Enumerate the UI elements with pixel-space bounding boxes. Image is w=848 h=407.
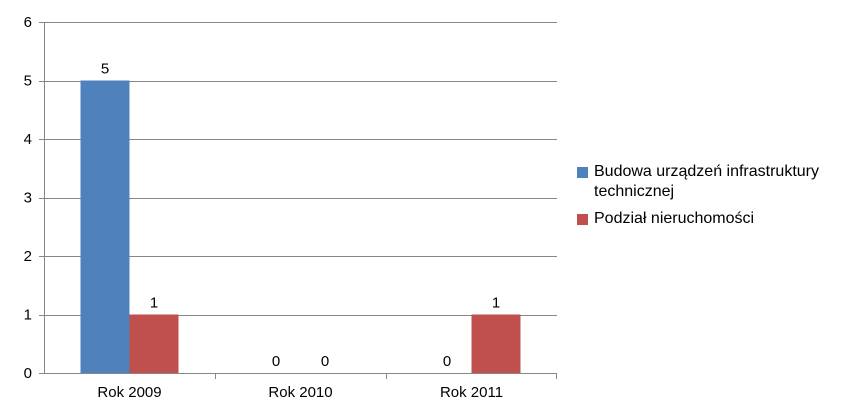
legend-swatch-1 [577,214,588,225]
y-tick-label-5: 5 [24,73,32,90]
data-label-0-0: 5 [101,61,109,78]
data-label-1-0: 1 [150,295,158,312]
y-tick-label-1: 1 [24,307,32,324]
x-tick-label-1: Rok 2010 [268,384,332,401]
data-label-0-2: 0 [443,353,451,370]
data-label-1-1: 0 [321,353,329,370]
bars [80,80,521,373]
legend-label-1: Podział nieruchomości [594,210,755,227]
bar-0-0 [80,80,130,373]
legend-item-1: Podział nieruchomości [577,209,845,229]
legend-swatch-0 [577,167,588,178]
labels: 0 1 2 3 4 5 6 Rok 2009 5 1 Rok 2010 0 0 Rok 2011 0 1 [24,14,503,401]
x-tick-label-2: Rok 2011 [440,384,503,401]
bar-1-2 [471,314,521,373]
y-tick-label-0: 0 [24,365,32,382]
axes [39,22,557,379]
y-tick-label-6: 6 [24,14,32,31]
y-tick-label-3: 3 [24,190,32,207]
x-tick-label-0: Rok 2009 [97,384,161,401]
legend-item-0: Budowa urządzeń infrastruktury techniczn… [577,162,845,202]
y-tick-label-4: 4 [24,131,32,148]
y-tick-label-2: 2 [24,248,32,265]
legend-label-0: Budowa urządzeń infrastruktury techniczn… [594,163,819,200]
legend: Budowa urządzeń infrastruktury techniczn… [577,162,845,236]
data-label-1-2: 1 [492,295,500,312]
data-label-0-1: 0 [272,353,280,370]
bar-1-0 [129,314,179,373]
